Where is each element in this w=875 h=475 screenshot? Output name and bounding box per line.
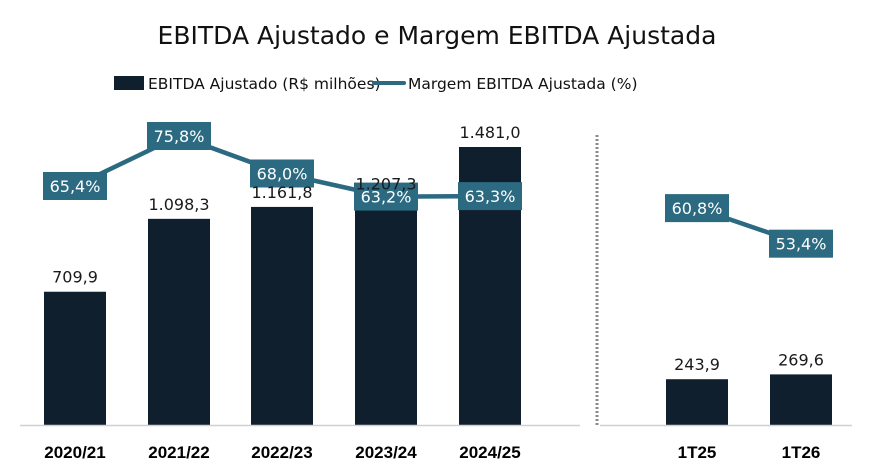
margin-label-box (250, 159, 314, 188)
legend-line-swatch (372, 81, 406, 85)
margin-label-box (458, 182, 522, 211)
axis-layer (20, 135, 852, 427)
margin-label-box (354, 182, 418, 211)
margin-label: 60,8% (672, 199, 723, 218)
labels-layer: 709,9 2020/21 1.098,3 2021/22 1.161,8 2022/23… (44, 123, 824, 462)
legend: EBITDA Ajustado (R$ milhões) Margem EBIT… (114, 75, 638, 93)
bar-value-label: 1.207,3 (355, 174, 416, 193)
margin-point-1T26: 53,4% (769, 229, 833, 258)
category-label: 2022/23 (251, 443, 312, 462)
bar-1T25 (666, 379, 728, 425)
margin-label: 65,4% (50, 177, 101, 196)
bar-2023/24 (355, 198, 417, 425)
bar-value-label: 1.481,0 (459, 123, 520, 142)
margin-point-2021/22: 75,8% (147, 122, 211, 150)
margin-label-box (665, 194, 729, 223)
bar-value-label: 243,9 (674, 355, 720, 374)
margin-label-box (43, 172, 107, 200)
bar-value-label: 269,6 (778, 350, 824, 369)
category-label: 1T26 (782, 443, 821, 462)
category-label: 2021/22 (148, 443, 209, 462)
category-label: 1T25 (678, 443, 717, 462)
bar-1T26 (770, 374, 832, 425)
line-layer: 65,4% 75,8% 68,0% 63,2% 63,3% 60,8% 53,4% (43, 122, 833, 258)
chart-title: EBITDA Ajustado e Margem EBITDA Ajustada (158, 21, 717, 50)
margin-label: 63,3% (465, 187, 516, 206)
bar-2022/23 (251, 206, 313, 425)
margin-label: 68,0% (257, 165, 308, 184)
bar-value-label: 1.161,8 (251, 183, 312, 202)
bar-value-label: 709,9 (52, 268, 98, 287)
margin-point-2020/21: 65,4% (43, 172, 107, 200)
category-label: 2020/21 (44, 443, 105, 462)
margin-point-2024/25: 63,3% (458, 182, 522, 211)
bar-2021/22 (148, 218, 210, 425)
legend-bar-label: EBITDA Ajustado (R$ milhões) (148, 75, 381, 93)
margin-point-1T25: 60,8% (665, 194, 729, 223)
margin-label-box (769, 229, 833, 258)
legend-line-label: Margem EBITDA Ajustada (%) (408, 75, 638, 93)
margin-label: 75,8% (154, 127, 205, 146)
bars-layer (44, 147, 832, 425)
category-label: 2024/25 (459, 443, 520, 462)
margin-point-2022/23: 68,0% (250, 159, 314, 188)
margin-label: 53,4% (776, 235, 827, 254)
bar-2020/21 (44, 291, 106, 425)
margin-point-2023/24: 63,2% (354, 182, 418, 211)
margin-label-box (147, 122, 211, 150)
margin-label: 63,2% (361, 188, 412, 207)
legend-bar-swatch (114, 76, 144, 90)
category-label: 2023/24 (355, 443, 417, 462)
bar-value-label: 1.098,3 (148, 195, 209, 214)
